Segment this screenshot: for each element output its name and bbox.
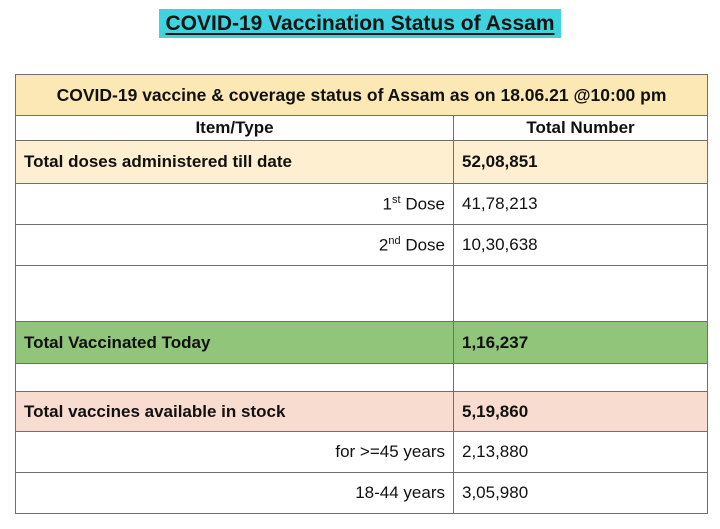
first-dose-row: 1st Dose 41,78,213 [15, 183, 708, 225]
blank-cell [15, 265, 454, 322]
stock-45-plus-row: for >=45 years 2,13,880 [15, 431, 708, 473]
first-dose-text: Dose [405, 194, 445, 214]
blank-row [15, 363, 708, 392]
first-dose-ordinal: 1 [382, 194, 393, 214]
total-doses-label: Total doses administered till date [15, 140, 454, 184]
first-dose-value: 41,78,213 [453, 183, 708, 225]
second-dose-value: 10,30,638 [453, 224, 708, 266]
column-header-item: Item/Type [15, 115, 454, 141]
second-dose-text: Dose [405, 235, 445, 255]
stock-value: 5,19,860 [453, 391, 708, 432]
first-dose-suffix: st [392, 193, 401, 206]
vaccination-status-table: COVID-19 vaccine & coverage status of As… [15, 74, 708, 514]
second-dose-ordinal: 2 [378, 235, 389, 255]
second-dose-label: 2nd Dose [15, 224, 454, 266]
column-header-row: Item/Type Total Number [15, 115, 708, 141]
stock-18-44-label: 18-44 years [15, 472, 454, 514]
page-title-text: COVID-19 Vaccination Status of Assam [159, 9, 561, 38]
stock-45-plus-value: 2,13,880 [453, 431, 708, 473]
table-heading-row: COVID-19 vaccine & coverage status of As… [15, 74, 708, 116]
column-header-total: Total Number [453, 115, 708, 141]
first-dose-label: 1st Dose [15, 183, 454, 225]
page-title: COVID-19 Vaccination Status of Assam [0, 9, 720, 40]
second-dose-row: 2nd Dose 10,30,638 [15, 224, 708, 266]
blank-cell [453, 363, 708, 392]
stock-18-44-value: 3,05,980 [453, 472, 708, 514]
vaccinated-today-label: Total Vaccinated Today [15, 321, 454, 364]
blank-row [15, 265, 708, 322]
blank-cell [15, 363, 454, 392]
vaccinated-today-value: 1,16,237 [453, 321, 708, 364]
stock-18-44-row: 18-44 years 3,05,980 [15, 472, 708, 514]
total-doses-value: 52,08,851 [453, 140, 708, 184]
stock-row: Total vaccines available in stock 5,19,8… [15, 391, 708, 432]
total-doses-row: Total doses administered till date 52,08… [15, 140, 708, 184]
table-heading: COVID-19 vaccine & coverage status of As… [15, 74, 708, 116]
vaccinated-today-row: Total Vaccinated Today 1,16,237 [15, 321, 708, 364]
stock-label: Total vaccines available in stock [15, 391, 454, 432]
blank-cell [453, 265, 708, 322]
second-dose-suffix: nd [388, 234, 401, 247]
stock-45-plus-label: for >=45 years [15, 431, 454, 473]
